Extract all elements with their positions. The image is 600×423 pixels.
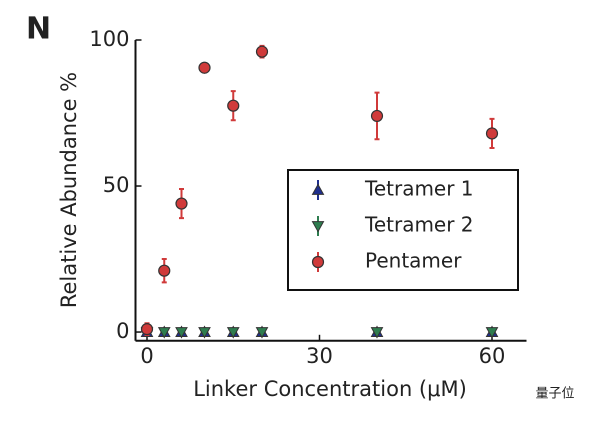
data-point	[370, 109, 384, 123]
data-point	[198, 327, 211, 339]
data-point	[485, 127, 499, 140]
y-tick-label: 50	[103, 173, 130, 197]
data-point	[140, 323, 154, 336]
data-point	[158, 264, 171, 277]
data-point	[485, 327, 499, 339]
data-point	[157, 327, 171, 339]
data-point	[175, 197, 188, 210]
data-point	[226, 327, 240, 339]
legend-label: Tetramer 2	[364, 213, 474, 237]
legend-label: Pentamer	[365, 249, 462, 273]
legend-label: Tetramer 1	[364, 177, 474, 201]
data-point	[198, 61, 211, 74]
watermark: 量子位	[535, 387, 574, 402]
legend-marker	[311, 221, 325, 233]
x-tick-label: 60	[479, 344, 506, 368]
legend-marker	[311, 183, 325, 195]
data-point	[227, 99, 240, 112]
x-axis-label: Linker Concentration (μM)	[193, 377, 467, 401]
y-tick-label: 100	[89, 27, 129, 51]
legend-box	[287, 169, 519, 291]
data-point	[175, 327, 188, 339]
legend-marker	[311, 255, 325, 269]
data-point	[370, 327, 384, 339]
x-tick-label: 30	[306, 344, 333, 368]
data-point	[255, 45, 269, 58]
x-tick-label: 0	[140, 344, 153, 368]
data-point	[255, 327, 269, 339]
panel-label: N	[26, 12, 51, 47]
y-axis-label: Relative Abundance %	[57, 72, 81, 308]
y-tick-label: 0	[116, 319, 129, 343]
